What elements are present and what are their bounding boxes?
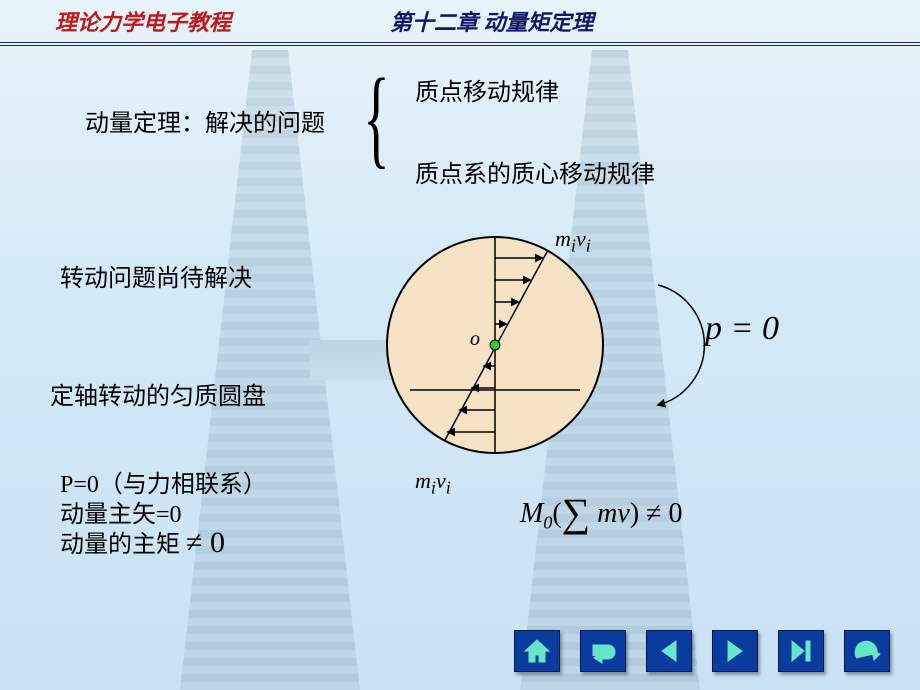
nav-next-button[interactable] bbox=[712, 630, 758, 672]
next-icon bbox=[720, 636, 750, 666]
text-rotation-unsolved: 转动问题尚待解决 bbox=[60, 258, 252, 293]
text-uniform-disc: 定轴转动的匀质圆盘 bbox=[50, 376, 266, 411]
eq-moment-sum: M0(∑ mv) ≠ 0 bbox=[520, 485, 683, 534]
text-particle-law: 质点移动规律 bbox=[415, 72, 559, 107]
text-summary-3-prefix: 动量的主矩 bbox=[60, 532, 180, 558]
slide-content: 动量定理：解决的问题 { 质点移动规律 质点系的质心移动规律 转动问题尚待解决 … bbox=[0, 0, 920, 690]
disc-center-dot bbox=[490, 340, 500, 350]
nav-bar bbox=[514, 630, 890, 672]
nav-prev-button[interactable] bbox=[646, 630, 692, 672]
nav-home-button[interactable] bbox=[514, 630, 560, 672]
brace-icon: { bbox=[363, 62, 389, 172]
nav-return-button[interactable] bbox=[580, 630, 626, 672]
rotating-disc-diagram: o bbox=[380, 230, 610, 460]
label-mivi-bottom: mivi bbox=[415, 468, 451, 498]
nav-last-button[interactable] bbox=[778, 630, 824, 672]
nav-redo-button[interactable] bbox=[844, 630, 890, 672]
rotation-arrow bbox=[658, 285, 704, 405]
home-icon bbox=[522, 636, 552, 666]
text-centroid-law: 质点系的质心移动规律 bbox=[415, 154, 655, 189]
prev-icon bbox=[654, 636, 684, 666]
label-mivi-top: mivi bbox=[555, 226, 591, 256]
label-center-o: o bbox=[470, 328, 480, 351]
text-summary-3-suffix: ≠ 0 bbox=[186, 526, 225, 559]
text-summary-3: 动量的主矩 ≠ 0 bbox=[60, 524, 225, 560]
eq-p-zero: p = 0 bbox=[705, 310, 779, 348]
redo-icon bbox=[852, 636, 882, 666]
return-icon bbox=[588, 636, 618, 666]
last-icon bbox=[786, 636, 816, 666]
text-momentum-theorem: 动量定理：解决的问题 bbox=[85, 103, 325, 138]
